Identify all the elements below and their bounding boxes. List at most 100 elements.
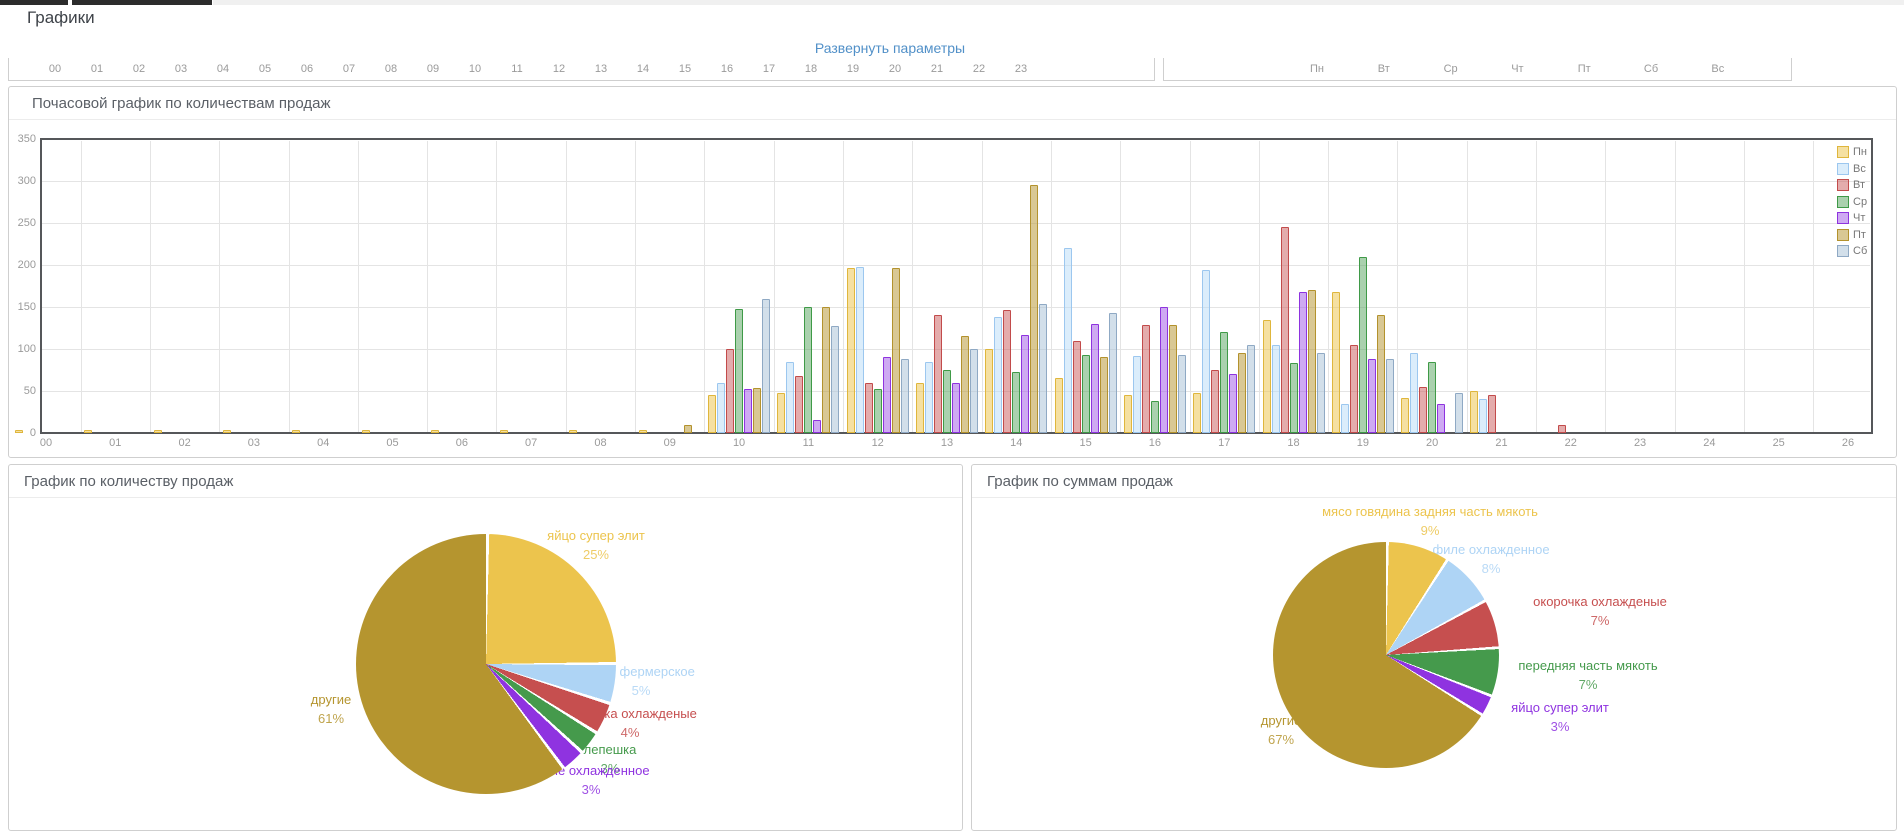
bar-Вс-h17[interactable]: [1202, 270, 1211, 433]
bar-Чт-h13[interactable]: [952, 382, 960, 433]
bar-Сб-h14[interactable]: [1039, 304, 1048, 433]
legend-item-Пт[interactable]: Пт: [1837, 228, 1866, 242]
bar-Чт-h11[interactable]: [813, 419, 822, 433]
bar-Пн-h03[interactable]: [222, 430, 231, 433]
bar-Пн-h12[interactable]: [846, 267, 855, 433]
bar-Пн-h20[interactable]: [1401, 397, 1410, 433]
bar-Пт-h11[interactable]: [822, 307, 831, 433]
bar-Сб-h15[interactable]: [1108, 312, 1117, 433]
bar-Сб-h12[interactable]: [900, 359, 909, 433]
bar-Пт-h19[interactable]: [1376, 315, 1385, 433]
bar-Пн-h09[interactable]: [638, 430, 647, 433]
bar-Сб-h17[interactable]: [1247, 344, 1256, 433]
bar-Чт-h10[interactable]: [744, 389, 753, 433]
bar-Пн-h01[interactable]: [84, 430, 93, 433]
bar-Сб-h10[interactable]: [762, 298, 771, 433]
bar-Пн-h04[interactable]: [292, 430, 301, 433]
bar-Ср-h11[interactable]: [804, 307, 813, 433]
bar-Пн-h11[interactable]: [777, 392, 786, 433]
bar-Вт-h11[interactable]: [795, 375, 804, 433]
bar-Пн-h21[interactable]: [1470, 391, 1479, 433]
bar-Ср-h10[interactable]: [735, 308, 744, 433]
legend-item-Ср[interactable]: Ср: [1837, 195, 1867, 209]
bar-Вт-h20[interactable]: [1419, 386, 1428, 433]
bar-Пн-h16[interactable]: [1123, 395, 1132, 433]
bar-Ср-h15[interactable]: [1081, 354, 1090, 433]
bar-Пн-h15[interactable]: [1054, 378, 1063, 433]
bar-Пт-h18[interactable]: [1307, 290, 1316, 433]
bar-Чт-h15[interactable]: [1090, 323, 1099, 433]
bar-Пн-h07[interactable]: [500, 430, 509, 433]
bar-Пн-h08[interactable]: [569, 430, 578, 433]
bar-Сб-h19[interactable]: [1385, 359, 1394, 433]
bar-Ср-h19[interactable]: [1358, 256, 1367, 433]
bar-Пт-h12[interactable]: [891, 267, 900, 433]
bar-Чт-h18[interactable]: [1298, 291, 1307, 433]
bar-Пн-h13[interactable]: [916, 382, 924, 433]
bar-Вт-h15[interactable]: [1072, 340, 1081, 433]
bar-Пн-h05[interactable]: [361, 430, 370, 433]
bar-Ср-h16[interactable]: [1150, 401, 1159, 433]
bar-Вс-h12[interactable]: [855, 266, 864, 433]
bar-Ср-h20[interactable]: [1428, 361, 1437, 433]
bar-Сб-h16[interactable]: [1177, 354, 1186, 433]
bar-Вс-h10[interactable]: [717, 382, 726, 433]
bar-Вс-h15[interactable]: [1063, 248, 1072, 433]
bar-Чт-h19[interactable]: [1367, 359, 1376, 433]
expand-parameters-link[interactable]: Развернуть параметры: [814, 40, 966, 59]
bar-Пт-h09[interactable]: [683, 424, 692, 433]
bar-Чт-h16[interactable]: [1159, 307, 1168, 433]
bar-Чт-h14[interactable]: [1021, 334, 1030, 433]
bar-Пн-h02[interactable]: [153, 430, 162, 433]
bar-Ср-h14[interactable]: [1012, 371, 1021, 433]
bar-Пт-h10[interactable]: [753, 388, 762, 433]
bar-Вт-h17[interactable]: [1211, 370, 1220, 433]
bar-Ср-h13[interactable]: [943, 370, 951, 433]
bar-Пт-h13[interactable]: [961, 336, 969, 433]
bar-Вт-h18[interactable]: [1280, 227, 1289, 433]
bar-Вт-h21[interactable]: [1488, 395, 1497, 433]
bar-Вс-h19[interactable]: [1340, 403, 1349, 433]
legend-item-Чт[interactable]: Чт: [1837, 211, 1865, 225]
bar-Ср-h17[interactable]: [1220, 332, 1229, 433]
bar-Вт-h22[interactable]: [1557, 424, 1566, 433]
bar-Пн-h06[interactable]: [430, 430, 439, 433]
bar-Вс-h18[interactable]: [1271, 344, 1280, 433]
bar-Ср-h18[interactable]: [1289, 363, 1298, 433]
bar-Сб-h13[interactable]: [970, 349, 978, 433]
bar-Вт-h10[interactable]: [726, 349, 735, 433]
bar-Сб-h18[interactable]: [1316, 353, 1325, 433]
pie-sums-chart[interactable]: [1273, 542, 1499, 768]
bar-Пн-h10[interactable]: [708, 395, 717, 433]
bar-Пт-h17[interactable]: [1238, 353, 1247, 433]
bar-Чт-h12[interactable]: [882, 357, 891, 433]
bar-Пн-h19[interactable]: [1331, 291, 1340, 433]
bar-Пн-h00[interactable]: [15, 430, 23, 433]
bar-Сб-h11[interactable]: [831, 326, 840, 433]
legend-item-Пн[interactable]: Пн: [1837, 145, 1867, 159]
bar-Вс-h14[interactable]: [994, 317, 1003, 433]
legend-item-Вс[interactable]: Вс: [1837, 162, 1866, 176]
bar-Вт-h16[interactable]: [1141, 325, 1150, 433]
legend-item-Сб[interactable]: Сб: [1837, 244, 1867, 258]
bar-Вт-h12[interactable]: [864, 382, 873, 433]
pie-quantity-chart[interactable]: [356, 534, 616, 794]
bar-Вс-h11[interactable]: [786, 361, 795, 433]
legend-item-Вт[interactable]: Вт: [1837, 178, 1865, 192]
bar-Пт-h14[interactable]: [1030, 185, 1039, 433]
bar-Пн-h17[interactable]: [1193, 392, 1202, 433]
bar-Чт-h20[interactable]: [1437, 403, 1446, 433]
bar-Чт-h17[interactable]: [1229, 374, 1238, 433]
bar-Вс-h21[interactable]: [1479, 399, 1488, 433]
bar-Пт-h15[interactable]: [1099, 357, 1108, 433]
bar-Пн-h14[interactable]: [985, 349, 994, 433]
bar-Вт-h19[interactable]: [1349, 344, 1358, 433]
bar-Пт-h16[interactable]: [1168, 325, 1177, 433]
bar-Вс-h13[interactable]: [925, 361, 933, 433]
bar-Вс-h20[interactable]: [1410, 353, 1419, 433]
bar-Вт-h13[interactable]: [934, 315, 942, 433]
bar-Ср-h12[interactable]: [873, 389, 882, 433]
bar-Вт-h14[interactable]: [1003, 309, 1012, 433]
bar-Сб-h20[interactable]: [1455, 392, 1464, 433]
bar-Вс-h16[interactable]: [1132, 355, 1141, 433]
